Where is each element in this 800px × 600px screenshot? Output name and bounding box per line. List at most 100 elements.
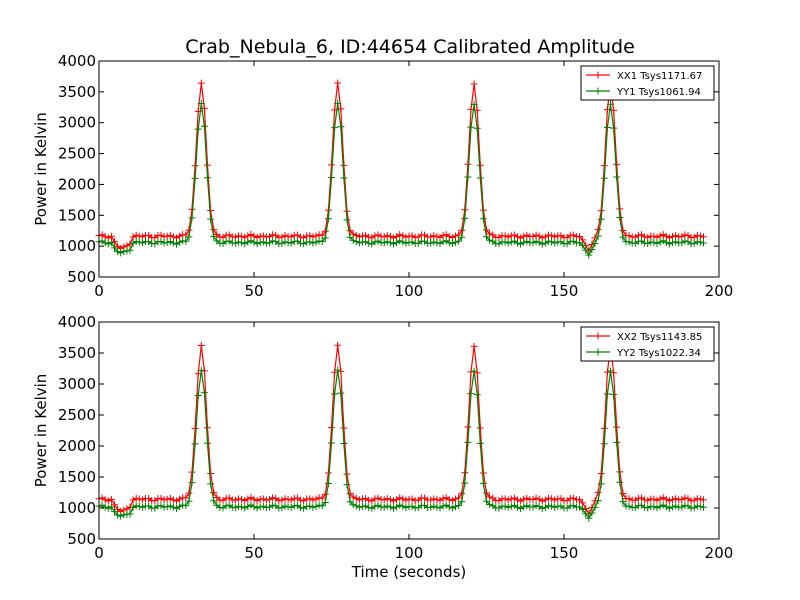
y-tick-label: 4000: [58, 313, 96, 331]
data-point: [371, 495, 379, 503]
data-point: [700, 496, 707, 504]
data-point: [173, 234, 180, 242]
data-point: [235, 502, 242, 510]
data-point: [312, 232, 320, 240]
data-point: [436, 240, 444, 248]
data-point: [548, 232, 556, 240]
series-line: [98, 82, 704, 253]
series-1-1: [95, 79, 707, 255]
data-point: [231, 239, 239, 247]
data-point: [476, 424, 484, 432]
data-point: [452, 503, 459, 511]
data-point: [390, 240, 397, 248]
data-point: [166, 502, 174, 510]
legend-marker: [594, 87, 602, 95]
chart-panels: 0 50 100 150 2005001000150020002500300035004…: [32, 52, 733, 581]
data-point: [445, 503, 453, 511]
data-point: [678, 496, 686, 504]
data-point: [334, 366, 342, 374]
data-point: [101, 503, 109, 511]
data-point: [597, 215, 605, 223]
data-point: [504, 239, 512, 247]
data-point: [619, 233, 627, 241]
data-point: [101, 233, 109, 241]
data-point: [244, 495, 252, 503]
data-point: [250, 503, 258, 511]
data-point: [399, 232, 407, 240]
data-point: [297, 233, 304, 241]
data-point: [585, 251, 593, 259]
data-point: [349, 501, 357, 509]
data-point: [495, 504, 503, 512]
data-point: [669, 503, 676, 511]
data-point: [430, 495, 438, 503]
data-point: [390, 497, 397, 505]
data-point: [176, 232, 184, 240]
legend: XX2 Tsys1143.85 YY2 Tsys1022.34: [580, 326, 715, 362]
data-point: [582, 246, 590, 254]
data-point: [501, 502, 509, 510]
data-point: [461, 214, 469, 222]
data-point: [309, 496, 317, 504]
data-point: [231, 496, 239, 504]
data-point: [331, 124, 339, 132]
series-line: [98, 103, 704, 257]
data-point: [132, 494, 140, 502]
data-point: [399, 495, 407, 503]
data-point: [362, 231, 370, 239]
data-point: [309, 239, 317, 247]
data-point: [483, 233, 490, 241]
series-2-1: [95, 99, 707, 259]
data-point: [185, 489, 193, 497]
data-point: [334, 341, 342, 349]
data-point: [656, 232, 664, 240]
data-point: [324, 469, 332, 477]
data-point: [355, 239, 363, 247]
data-point: [107, 238, 115, 246]
data-point: [650, 495, 658, 503]
data-point: [551, 496, 559, 504]
y-tick-label: 3500: [58, 83, 96, 101]
data-point: [600, 174, 608, 182]
data-point: [433, 496, 441, 504]
data-point: [244, 238, 252, 246]
data-point: [318, 502, 326, 510]
data-point: [644, 233, 652, 241]
data-point: [656, 495, 664, 503]
data-point: [532, 231, 540, 239]
data-point: [532, 494, 540, 502]
data-point: [458, 233, 466, 241]
data-point: [610, 391, 618, 399]
data-point: [371, 238, 379, 246]
data-point: [138, 233, 146, 241]
data-point: [458, 489, 466, 497]
data-point: [300, 234, 308, 242]
data-point: [235, 232, 242, 240]
data-point: [455, 494, 463, 502]
y-tick-label: 2000: [58, 437, 96, 455]
data-point: [185, 233, 193, 241]
data-point: [427, 233, 435, 241]
data-point: [433, 503, 441, 511]
data-point: [597, 480, 605, 488]
series-1-2: [95, 341, 707, 518]
data-point: [476, 174, 484, 182]
data-point: [603, 368, 611, 376]
data-point: [328, 424, 335, 432]
data-point: [430, 238, 438, 246]
data-point: [235, 238, 242, 246]
data-point: [448, 240, 456, 248]
data-point: [479, 469, 487, 477]
y-tick-label: 3000: [58, 375, 96, 393]
data-point: [576, 233, 583, 241]
data-point: [383, 502, 391, 510]
data-point: [352, 494, 360, 502]
data-point: [591, 503, 599, 511]
data-point: [393, 239, 401, 247]
data-point: [476, 439, 484, 447]
data-point: [355, 233, 363, 241]
data-point: [247, 237, 255, 245]
data-point: [163, 232, 171, 240]
data-point: [436, 233, 444, 241]
data-point: [359, 232, 366, 240]
